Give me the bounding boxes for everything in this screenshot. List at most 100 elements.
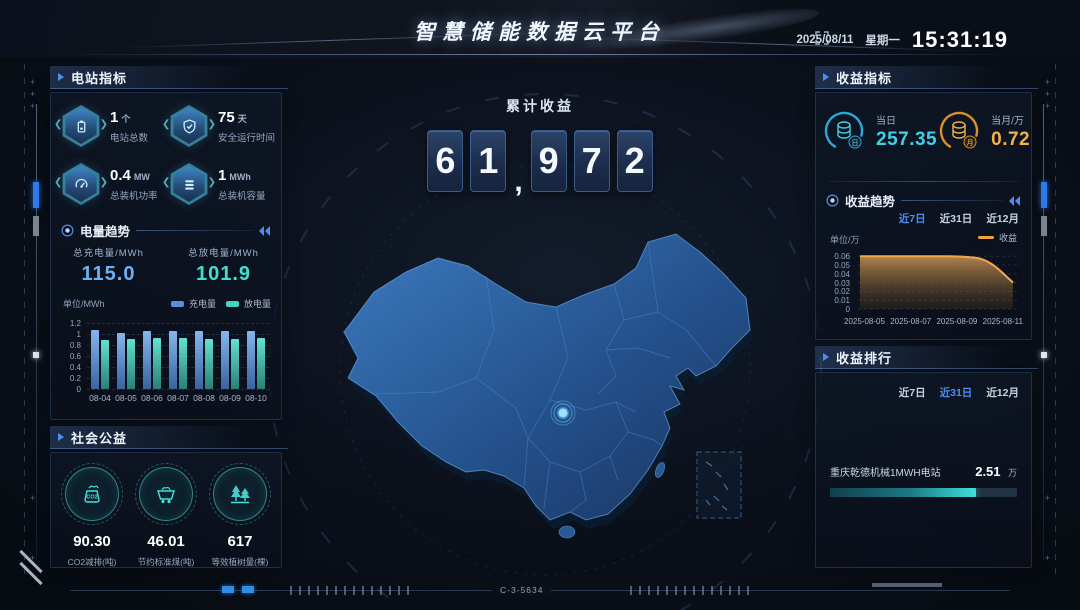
stat-value: 617: [227, 533, 253, 550]
welfare-panel-title: 社会公益: [71, 430, 128, 446]
tab-last-7-days[interactable]: 近7日: [898, 213, 926, 225]
total-discharge: 总放电量/MWh 101.9: [166, 245, 281, 286]
bar-group[interactable]: [91, 315, 109, 389]
legend-charge[interactable]: 充电量: [170, 297, 216, 310]
stat-total-stations: 1个 电站总数: [54, 105, 169, 147]
revenue-trend-header: 收益趋势: [826, 191, 1021, 210]
coin-ring-day-icon: 日: [824, 111, 864, 151]
stat-value: 0.72: [991, 128, 1031, 150]
revenue-area-yaxis: 0.06 0.05 0.04 0.03 0.02 0.01 0: [826, 247, 852, 314]
legend-charge-label: 充电量: [188, 299, 216, 309]
tab-last-7-days[interactable]: 近7日: [898, 387, 926, 399]
time-label: 15:31:19: [911, 27, 1008, 52]
bar-group[interactable]: [195, 315, 213, 389]
bar-ytick: 1.2: [69, 319, 81, 328]
bar-charge: [221, 331, 229, 389]
stat-value: 0.4: [110, 166, 131, 184]
badge-day: 日: [852, 139, 859, 147]
stat-value: 90.30: [73, 533, 111, 550]
bar-xtick: 08-05: [115, 393, 137, 403]
bar-groups: [87, 315, 269, 389]
bar-group[interactable]: [221, 315, 239, 389]
stat-label: CO2减排(吨): [67, 557, 117, 567]
circle-target-icon: [826, 194, 839, 207]
total-charge-value: 115.0: [81, 263, 136, 285]
revenue-area-plot: [856, 247, 1019, 311]
tab-last-12-months[interactable]: 近12月: [986, 387, 1019, 399]
bar-xtick: 08-07: [167, 393, 189, 403]
legend-discharge-swatch: [225, 300, 239, 307]
arrow-right-icon: [58, 433, 64, 441]
bar-ytick: 0.6: [69, 352, 81, 361]
tab-last-31-days[interactable]: 近31日: [939, 213, 973, 225]
bar-ytick: 0.4: [69, 363, 81, 372]
bar-ytick: 0.8: [69, 341, 81, 350]
area-xtick: 2025-08-11: [982, 317, 1023, 326]
bar-group[interactable]: [169, 315, 187, 389]
revenue-area-svg: [858, 255, 1017, 310]
stat-label: 总装机容量: [218, 190, 266, 202]
station-marker[interactable]: [550, 400, 576, 426]
clock: 2025/08/11 星期一 15:31:19: [797, 27, 1009, 53]
collapse-icon[interactable]: [259, 225, 271, 236]
revenue-chart-legend[interactable]: 收益: [977, 231, 1017, 244]
legend-charge-swatch: [170, 300, 184, 307]
collapse-icon[interactable]: [1009, 195, 1021, 206]
welfare-panel: CO2 90.30 CO2减排(吨) 46.01 节约标准煤(吨) 617 等效…: [50, 452, 282, 568]
fullscreen-icon[interactable]: [814, 30, 830, 46]
total-charge: 总充电量/MWh 115.0: [51, 245, 166, 286]
stat-unit: 天: [237, 113, 247, 124]
bar-gridline: [87, 334, 269, 335]
stat-value: 257.35: [876, 128, 938, 150]
rank-row[interactable]: 重庆乾德机械1MWH电站 2.51 万: [830, 463, 1017, 497]
total-charge-label: 总充电量/MWh: [73, 248, 144, 259]
stat-label: 电站总数: [110, 132, 149, 144]
circle-target-icon: [61, 224, 74, 237]
area-ytick: 0.01: [834, 296, 850, 306]
stat-trees: 617 等效植树量(棵): [208, 463, 271, 568]
divider: [828, 181, 1019, 182]
bar-ytick: 0: [76, 385, 81, 394]
battery-icon: [54, 105, 108, 147]
map-mainland[interactable]: [343, 233, 751, 521]
bar-group[interactable]: [247, 315, 265, 389]
revenue-trend-title: 收益趋势: [845, 195, 896, 209]
bar-xtick: 08-06: [141, 393, 163, 403]
china-map[interactable]: [318, 180, 778, 572]
bar-discharge: [127, 338, 135, 389]
tab-last-31-days[interactable]: 近31日: [939, 387, 973, 399]
bar-discharge: [257, 338, 265, 389]
digit-card: 9: [530, 130, 567, 192]
revenue-panel-title: 收益指标: [836, 70, 893, 86]
stat-coal-saved: 46.01 节约标准煤(吨): [134, 463, 197, 568]
stat-label: 当月/万: [991, 115, 1024, 127]
area-xtick: 2025-08-05: [844, 317, 885, 326]
legend-discharge[interactable]: 放电量: [225, 297, 271, 310]
area-xtick: 2025-08-07: [890, 317, 932, 326]
bar-group[interactable]: [143, 315, 161, 389]
bar-xtick: 08-08: [193, 393, 215, 403]
tab-last-12-months[interactable]: 近12月: [986, 213, 1019, 225]
bar-xtick: 08-09: [219, 393, 241, 403]
bar-gridline: [87, 323, 269, 324]
revenue-panel: 日 当日 257.35 月 当月/万 0.72: [815, 92, 1032, 340]
footer-code: C-3-5634: [492, 585, 552, 595]
power-trend-header: 电量趋势: [61, 221, 271, 240]
stat-safe-days: 75天 安全运行时间: [162, 105, 277, 147]
arrow-right-icon: [58, 73, 64, 81]
bar-charge: [195, 331, 203, 389]
arrow-right-icon: [823, 73, 829, 81]
province-borders: [375, 241, 717, 513]
map-taiwan: [654, 462, 666, 478]
bar-group[interactable]: [117, 315, 135, 389]
weekday-label: 星期一: [865, 35, 900, 47]
bar-charge: [117, 332, 125, 389]
digit-card: 7: [573, 130, 610, 192]
bar-discharge: [205, 338, 213, 389]
bar-xtick: 08-04: [89, 393, 111, 403]
stat-unit: MWh: [229, 171, 251, 182]
rank-bar-track: [830, 488, 1017, 497]
station-stats-grid: 1个 电站总数 75天 安全运行时间 0.4MW 总装机功率: [54, 105, 277, 205]
rank-unit: 万: [1007, 468, 1017, 478]
